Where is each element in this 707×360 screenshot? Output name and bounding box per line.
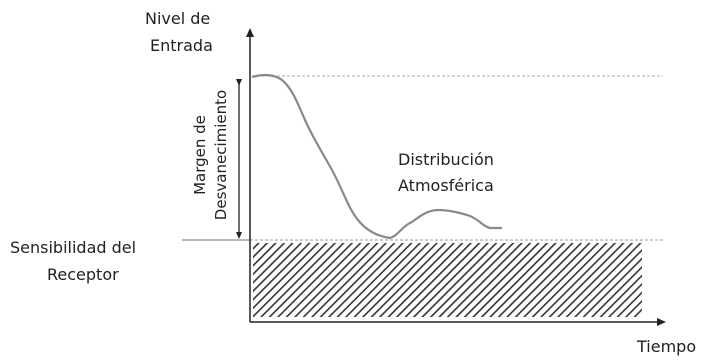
sensitivity-label-line-1: Sensibilidad del (10, 238, 136, 257)
y-axis-label-line-1: Nivel de (145, 9, 210, 28)
y-axis-label-line-2: Entrada (150, 36, 213, 55)
x-axis-label: Tiempo (636, 337, 696, 356)
curve-label-line-1: Distribución (398, 150, 494, 169)
fade-margin-label-line-2: Desvanecimiento (212, 90, 230, 220)
atmospheric-distribution-curve (251, 73, 502, 240)
fade-margin-label-line-1: Margen de (191, 115, 209, 195)
below-sensitivity-region (253, 243, 642, 317)
sensitivity-label-line-2: Receptor (47, 265, 119, 284)
curve-label-line-2: Atmosférica (398, 176, 494, 195)
